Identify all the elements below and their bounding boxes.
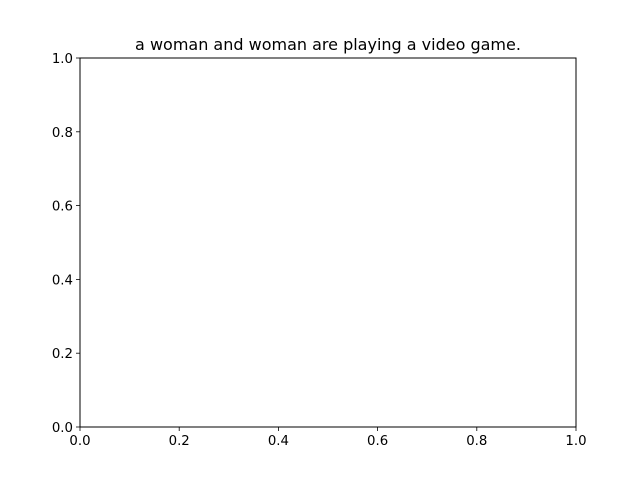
y-tick-label: 0.2 — [52, 347, 73, 362]
x-tick-label: 0.0 — [69, 434, 90, 449]
plot-frame — [79, 57, 577, 428]
x-tick-label: 0.4 — [268, 434, 289, 449]
y-tick-label: 0.4 — [52, 273, 73, 288]
x-tick-label: 0.2 — [169, 434, 190, 449]
y-tick-label: 0.8 — [52, 126, 73, 141]
x-tick-label: 0.6 — [367, 434, 388, 449]
x-axis: 0.0 0.2 0.4 0.6 0.8 1.0 — [69, 427, 587, 449]
x-tick-label: 1.0 — [565, 434, 586, 449]
y-tick-label: 0.6 — [52, 200, 73, 215]
chart-title: a woman and woman are playing a video ga… — [135, 35, 521, 54]
x-tick-label: 0.8 — [466, 434, 487, 449]
y-tick-label: 1.0 — [52, 52, 73, 67]
y-tick-label: 0.0 — [52, 421, 73, 436]
plot-area — [79, 57, 577, 428]
y-axis: 0.0 0.2 0.4 0.6 0.8 1.0 — [52, 52, 80, 436]
